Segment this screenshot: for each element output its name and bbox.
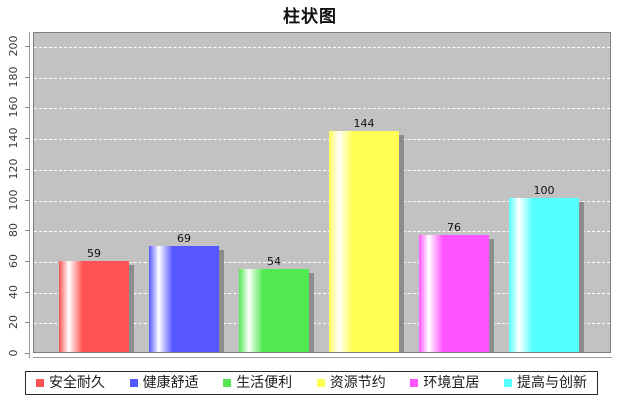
- bar: [329, 131, 399, 352]
- y-tick-mark: [25, 77, 30, 78]
- legend-swatch-icon: [503, 379, 512, 387]
- y-tick-label: 60: [7, 254, 20, 268]
- y-tick-label: 180: [7, 66, 20, 88]
- bar-value-label: 69: [177, 232, 191, 245]
- bar: [59, 261, 129, 352]
- legend: 安全耐久 健康舒适 生活便利 资源节约 环境宜居 提高与创新: [25, 371, 598, 395]
- bar: [239, 269, 309, 352]
- legend-item: 生活便利: [223, 376, 292, 390]
- y-tick-mark: [25, 292, 30, 293]
- y-tick-label: 80: [7, 223, 20, 237]
- bar: [419, 235, 489, 352]
- legend-swatch-icon: [316, 379, 325, 387]
- gridline: [34, 262, 610, 263]
- y-tick-mark: [25, 230, 30, 231]
- chart-title: 柱状图: [283, 7, 337, 27]
- gridline: [34, 231, 610, 232]
- gridline: [34, 78, 610, 79]
- legend-swatch-icon: [410, 379, 419, 387]
- y-tick-label: 40: [7, 285, 20, 299]
- bar-value-label: 100: [533, 184, 555, 197]
- gridline: [34, 108, 610, 109]
- gridline: [34, 201, 610, 202]
- legend-label: 资源节约: [329, 375, 386, 391]
- y-tick-mark: [25, 107, 30, 108]
- y-tick-mark: [25, 138, 30, 139]
- legend-label: 环境宜居: [423, 375, 480, 391]
- legend-label: 安全耐久: [49, 375, 105, 391]
- y-tick-mark: [25, 261, 30, 262]
- y-tick-mark: [25, 46, 30, 47]
- y-tick-label: 0: [7, 349, 20, 357]
- bar: [509, 198, 579, 352]
- bar-value-label: 59: [87, 247, 101, 260]
- bar-value-label: 144: [353, 117, 375, 130]
- legend-item: 提高与创新: [503, 375, 587, 391]
- bar: [149, 246, 219, 352]
- plot-area: 59 69 54 144 76 100: [33, 32, 611, 353]
- gridline: [34, 139, 610, 140]
- bar-value-label: 54: [267, 255, 281, 268]
- y-tick-label: 20: [7, 315, 20, 329]
- legend-item: 健康舒适: [129, 375, 199, 391]
- legend-label: 生活便利: [236, 375, 293, 391]
- x-axis-line: [33, 357, 612, 358]
- y-tick-label: 140: [7, 127, 20, 149]
- gridline: [34, 323, 610, 324]
- legend-item: 安全耐久: [36, 376, 105, 390]
- y-tick-mark: [25, 169, 30, 170]
- legend-swatch-icon: [129, 379, 138, 387]
- legend-item: 资源节约: [316, 375, 386, 391]
- bar-value-label: 76: [447, 221, 461, 234]
- gridline: [34, 170, 610, 171]
- y-axis-line: [29, 32, 30, 358]
- y-tick-label: 120: [7, 158, 20, 180]
- legend-swatch-icon: [36, 379, 44, 387]
- y-axis: 0 20 40 60 80 100 120 140 160 180 200: [0, 32, 33, 357]
- legend-label: 健康舒适: [142, 375, 199, 391]
- gridline: [34, 47, 610, 48]
- y-tick-mark: [25, 353, 30, 354]
- y-tick-mark: [25, 200, 30, 201]
- y-tick-label: 160: [7, 96, 20, 118]
- legend-item: 环境宜居: [410, 376, 479, 390]
- y-tick-label: 200: [7, 35, 20, 57]
- legend-label: 提高与创新: [516, 375, 587, 391]
- gridline: [34, 293, 610, 294]
- legend-swatch-icon: [223, 379, 232, 387]
- y-tick-mark: [25, 322, 30, 323]
- y-tick-label: 100: [7, 189, 20, 211]
